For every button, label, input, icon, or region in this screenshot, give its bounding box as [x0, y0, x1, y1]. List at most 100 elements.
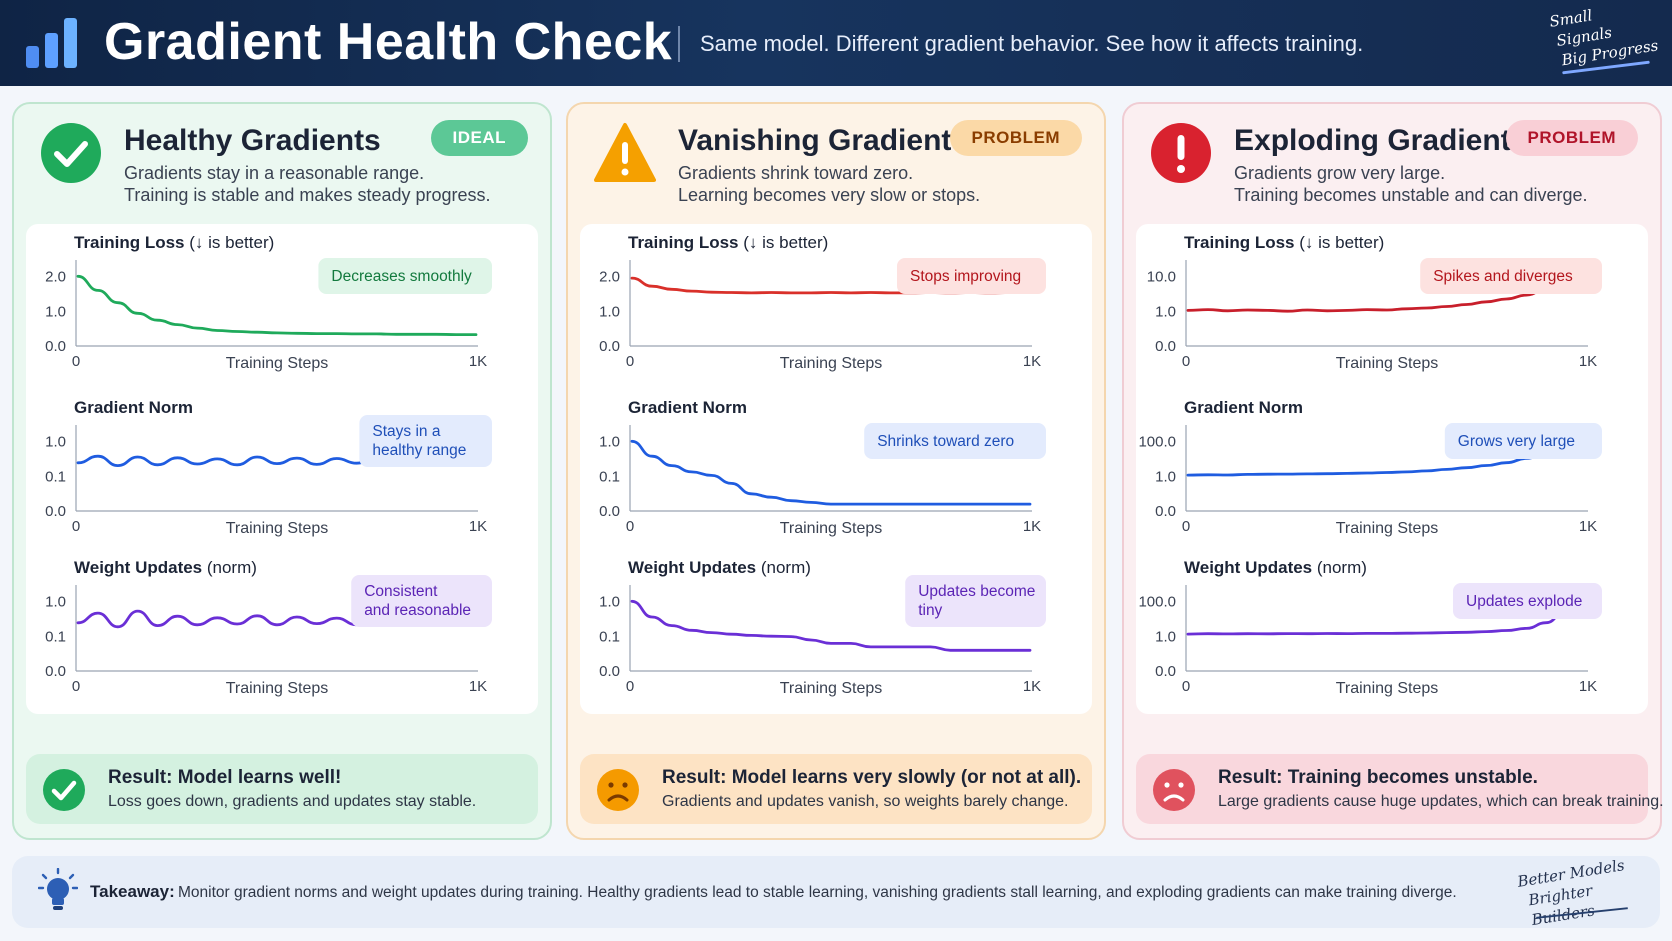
annotation-box	[897, 258, 1046, 294]
result-text: Large gradients cause huge updates, whic…	[1218, 793, 1664, 810]
annotation-text: tiny	[918, 602, 942, 619]
x-tick-label: 0	[1182, 353, 1190, 370]
result-title: Result: Model learns well!	[108, 766, 341, 790]
warning-triangle-icon	[594, 123, 656, 182]
chart-title: Training Loss (↓ is better)	[74, 233, 274, 252]
y-tick-label: 0.0	[1155, 663, 1176, 680]
chart-block: Weight Updates (norm) 0.0 0.1 1.0 0 1K Trainin…	[599, 558, 1046, 697]
x-axis-label: Training Steps	[226, 520, 329, 537]
annotation-text: Updates explode	[1466, 593, 1582, 610]
x-axis-label: Training Steps	[1336, 520, 1439, 537]
header-divider	[678, 26, 680, 62]
takeaway-bar: Takeaway: Monitor gradient norms and wei…	[12, 856, 1660, 929]
x-tick-label: 1K	[469, 353, 487, 370]
series-line	[1186, 268, 1588, 313]
x-tick-label: 0	[1182, 518, 1190, 535]
desc-line-2: Learning becomes very slow or stops.	[678, 185, 981, 205]
x-tick-label: 0	[626, 353, 634, 370]
chart-title: Gradient Norm	[628, 398, 747, 417]
panel-title: Exploding Gradients	[1234, 124, 1528, 157]
panel-description: Gradients grow very large. Training beco…	[1234, 162, 1588, 206]
y-tick-label: 0.1	[45, 629, 66, 646]
y-tick-label: 0.1	[45, 469, 66, 486]
annotation-box	[1444, 423, 1602, 459]
y-tick-label: 0.1	[599, 629, 620, 646]
y-tick-label: 2.0	[599, 268, 620, 285]
x-tick-label: 1K	[1023, 518, 1041, 535]
charts-healthy: Training Loss (↓ is better) 0.0 1.0 2.0 0 1K T…	[45, 233, 492, 697]
annotation-text: Stays in a	[372, 423, 440, 440]
x-tick-label: 1K	[469, 678, 487, 695]
result-title-text: Model learns well!	[177, 767, 342, 788]
chart-title-rest: (↓ is better)	[739, 233, 829, 252]
result-title-label: Result:	[662, 767, 727, 788]
result-title-text: Model learns very slowly (or not at all)…	[731, 767, 1082, 788]
annotation-text: Updates become	[918, 583, 1035, 600]
chart-title-rest: (norm)	[1312, 558, 1367, 577]
y-tick-label: 1.0	[599, 433, 620, 450]
y-tick-label: 1.0	[45, 433, 66, 450]
chart-title: Gradient Norm	[74, 398, 193, 417]
chart-block: Gradient Norm 0.0 0.1 1.0 0 1K Training Steps S…	[599, 398, 1046, 537]
chart-title-bold: Weight Updates	[628, 558, 756, 577]
lightbulb-icon	[38, 868, 78, 910]
result-box: Result: Model learns very slowly (or not…	[580, 754, 1092, 824]
charts-vanishing: Training Loss (↓ is better) 0.0 1.0 2.0 0 1K T…	[599, 233, 1046, 697]
annotation-text: Shrinks toward zero	[877, 433, 1014, 450]
y-tick-label: 1.0	[599, 304, 620, 321]
series-line	[630, 599, 1032, 652]
desc-line-1: Gradients shrink toward zero.	[678, 163, 914, 183]
annotation-box	[359, 415, 492, 467]
desc-line-1: Gradients stay in a reasonable range.	[124, 163, 425, 183]
result-title-text: Training becomes unstable.	[1287, 767, 1538, 788]
panel-description: Gradients stay in a reasonable range. Tr…	[124, 162, 491, 206]
annotation-box	[318, 258, 492, 294]
header-bar: Gradient Health Check Same model. Differ…	[0, 0, 1672, 86]
series-line	[1186, 593, 1588, 636]
y-tick-label: 1.0	[1155, 304, 1176, 321]
annotation-box	[864, 423, 1046, 459]
chart-title: Training Loss (↓ is better)	[628, 233, 828, 252]
x-axis-label: Training Steps	[780, 520, 883, 537]
x-tick-label: 0	[626, 678, 634, 695]
status-badge: IDEAL	[430, 120, 528, 156]
series-line	[76, 274, 478, 336]
x-tick-label: 1K	[469, 518, 487, 535]
result-title: Result: Model learns very slowly (or not…	[662, 766, 1081, 790]
result-title-label: Result:	[1218, 767, 1283, 788]
charts-card	[26, 224, 538, 714]
y-tick-label: 1.0	[45, 304, 66, 321]
chart-title-bold: Gradient Norm	[74, 398, 193, 417]
x-tick-label: 1K	[1023, 353, 1041, 370]
result-box: Result: Model learns well! Loss goes dow…	[26, 754, 538, 824]
x-axis-label: Training Steps	[1336, 680, 1439, 697]
y-tick-label: 10.0	[1147, 268, 1176, 285]
chart-title-bold: Training Loss	[1184, 233, 1295, 252]
chart-title-rest: (norm)	[202, 558, 257, 577]
chart-block: Gradient Norm 0.0 1.0 100.0 0 1K Training Step…	[1138, 398, 1602, 537]
y-tick-label: 1.0	[45, 593, 66, 610]
y-tick-label: 1.0	[1155, 629, 1176, 646]
result-title: Result: Training becomes unstable.	[1218, 766, 1538, 790]
y-tick-label: 100.0	[1138, 433, 1176, 450]
check-circle-icon	[41, 123, 101, 183]
sad-face-icon	[597, 769, 639, 811]
desc-line-2: Training becomes unstable and can diverg…	[1234, 185, 1588, 205]
x-tick-label: 0	[626, 518, 634, 535]
chart-title-bold: Training Loss	[628, 233, 739, 252]
charts-card	[580, 224, 1092, 714]
page-title: Gradient Health Check	[104, 13, 673, 71]
y-tick-label: 0.0	[45, 663, 66, 680]
result-text: Gradients and updates vanish, so weights…	[662, 793, 1069, 810]
takeaway-label: Takeaway:	[90, 882, 175, 901]
y-tick-label: 2.0	[45, 268, 66, 285]
x-axis-label: Training Steps	[780, 355, 883, 372]
panel-exploding: Exploding Gradients PROBLEM Gradients gr…	[1122, 102, 1664, 840]
annotation-box	[905, 575, 1046, 627]
chart-title-rest: (norm)	[756, 558, 811, 577]
chart-title-bold: Weight Updates	[74, 558, 202, 577]
exclamation-circle-icon	[1151, 123, 1211, 183]
x-axis-label: Training Steps	[226, 355, 329, 372]
annotation-box	[1453, 583, 1602, 619]
annotation-text: Consistent	[364, 583, 438, 600]
